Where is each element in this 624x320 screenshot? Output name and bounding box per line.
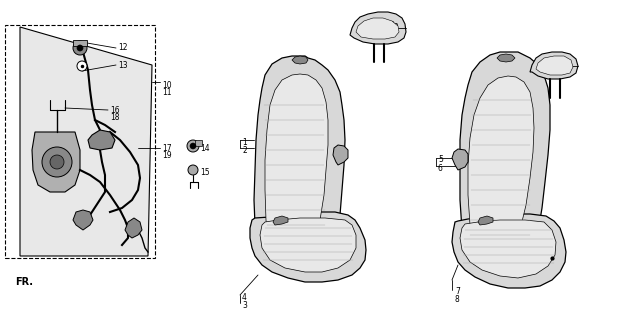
Polygon shape	[333, 145, 348, 165]
Polygon shape	[478, 216, 493, 225]
Circle shape	[77, 61, 87, 71]
Text: 17: 17	[162, 143, 172, 153]
Text: 6: 6	[438, 164, 443, 172]
Circle shape	[187, 140, 199, 152]
Polygon shape	[350, 12, 406, 44]
Polygon shape	[254, 56, 345, 258]
Circle shape	[42, 147, 72, 177]
Text: 15: 15	[200, 167, 210, 177]
Polygon shape	[32, 132, 80, 192]
Polygon shape	[250, 212, 366, 282]
Text: 9b: 9b	[562, 58, 572, 67]
Text: 13: 13	[118, 60, 128, 69]
Bar	[5, 25, 155, 258]
Polygon shape	[460, 220, 556, 278]
Polygon shape	[88, 130, 115, 150]
Polygon shape	[73, 40, 87, 46]
Text: 18: 18	[110, 113, 120, 122]
Polygon shape	[125, 218, 142, 238]
Text: 3: 3	[242, 301, 247, 310]
Text: 5: 5	[438, 156, 443, 164]
Polygon shape	[356, 18, 399, 39]
Circle shape	[50, 155, 64, 169]
Text: 16: 16	[110, 106, 120, 115]
Text: 11: 11	[162, 87, 172, 97]
Polygon shape	[20, 27, 152, 256]
Text: 14: 14	[200, 143, 210, 153]
Text: 2: 2	[242, 146, 246, 155]
Text: 1: 1	[242, 138, 246, 147]
Text: 9a: 9a	[390, 20, 399, 29]
Polygon shape	[73, 210, 93, 230]
Polygon shape	[468, 76, 534, 255]
Polygon shape	[265, 74, 328, 250]
Text: 19: 19	[162, 150, 172, 159]
Text: 7: 7	[455, 287, 460, 297]
Polygon shape	[273, 216, 288, 225]
Text: 8: 8	[455, 295, 460, 305]
Polygon shape	[452, 214, 566, 288]
Polygon shape	[530, 52, 578, 79]
Circle shape	[188, 165, 198, 175]
Text: 12: 12	[118, 44, 127, 52]
Polygon shape	[195, 140, 202, 146]
Text: FR.: FR.	[15, 277, 33, 287]
Text: 4: 4	[242, 293, 247, 302]
Polygon shape	[452, 149, 468, 170]
Circle shape	[190, 143, 196, 149]
Circle shape	[73, 41, 87, 55]
Polygon shape	[260, 218, 356, 272]
Circle shape	[77, 45, 83, 51]
Polygon shape	[497, 54, 515, 62]
Polygon shape	[460, 52, 550, 270]
Text: 10: 10	[162, 81, 172, 90]
Polygon shape	[292, 56, 308, 64]
Polygon shape	[536, 56, 573, 75]
